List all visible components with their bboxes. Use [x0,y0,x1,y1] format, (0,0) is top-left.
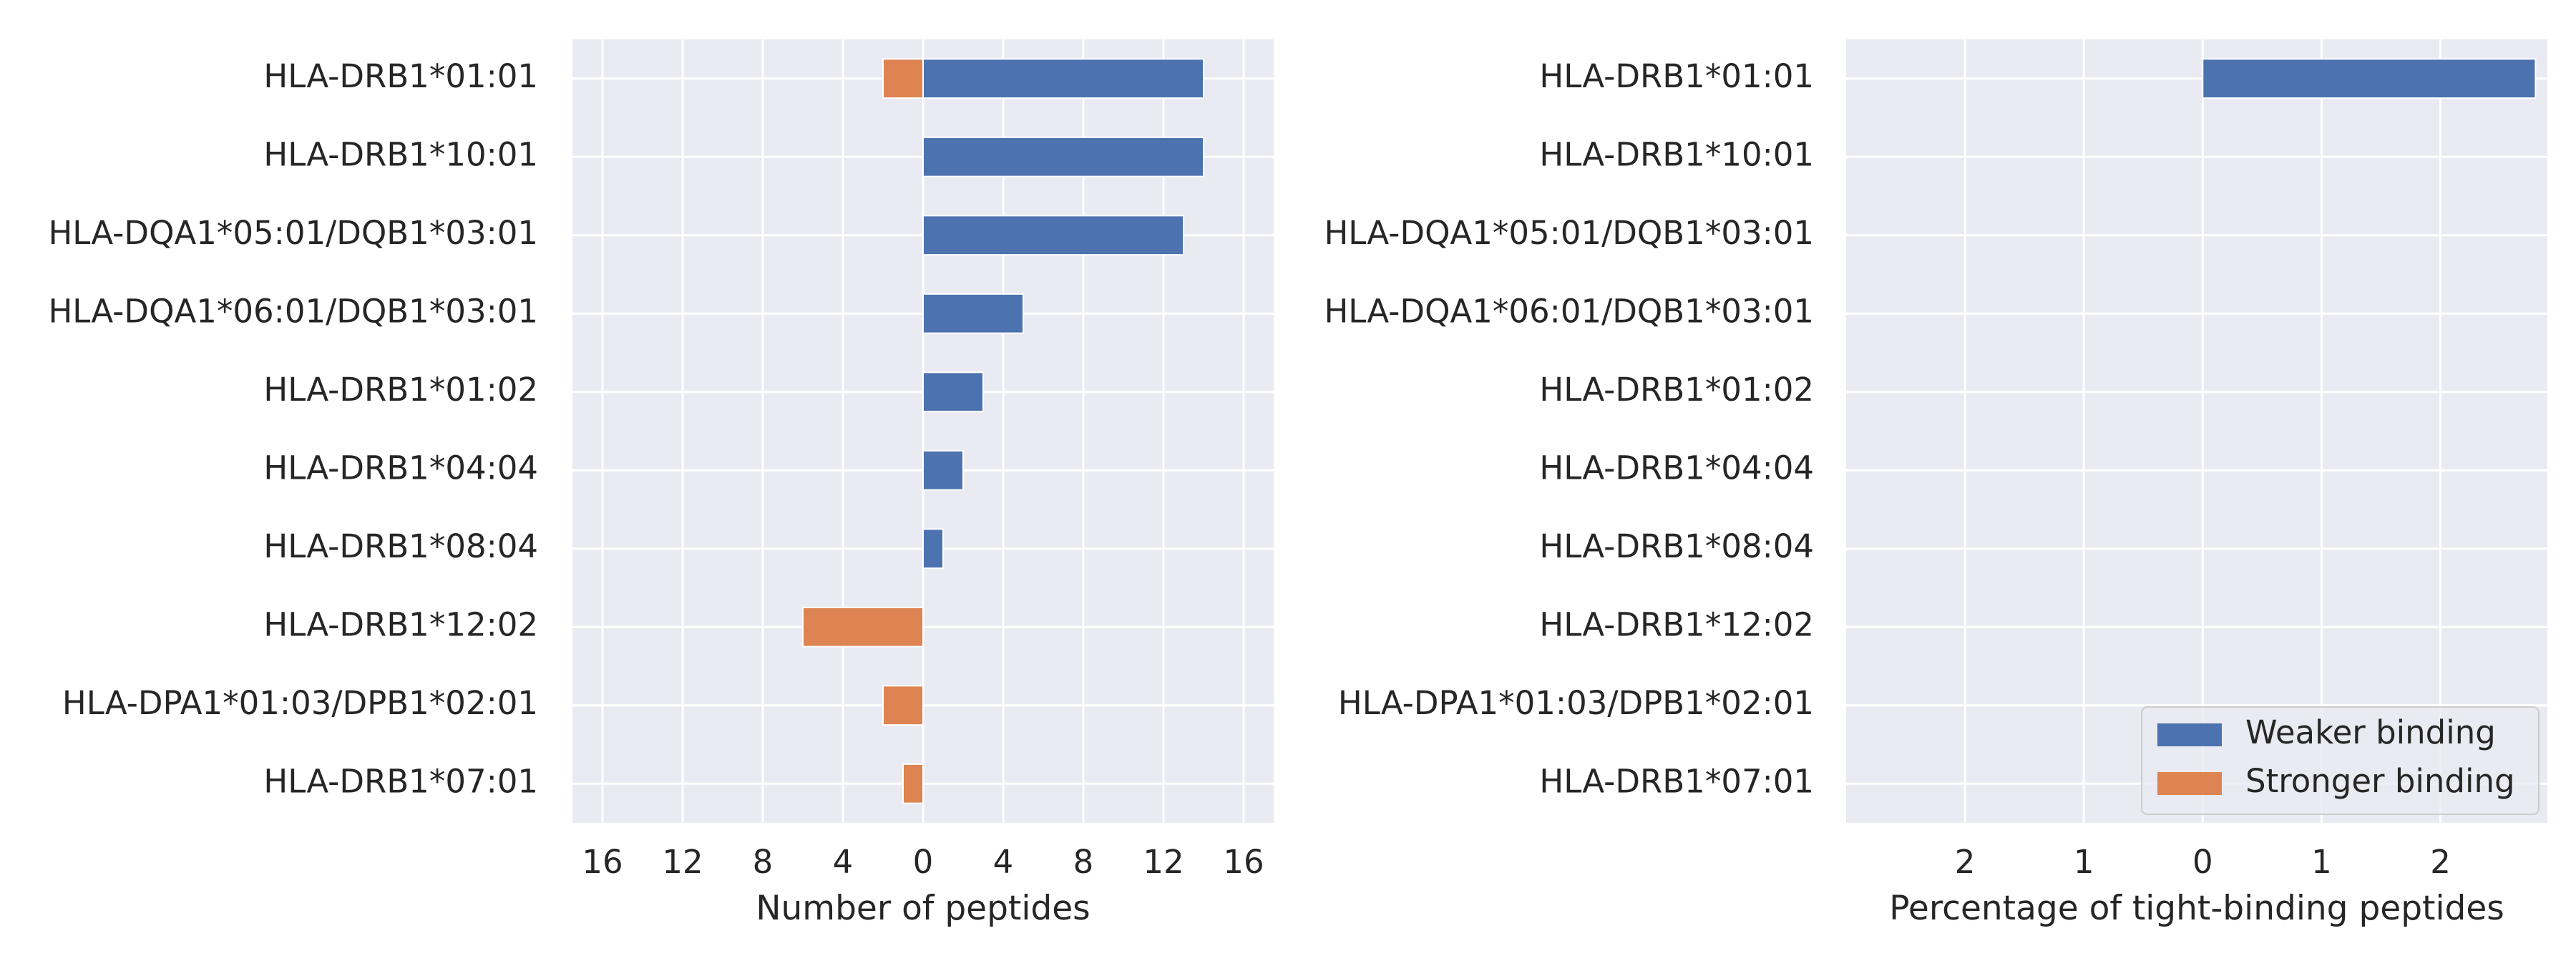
category-label: HLA-DQA1*05:01/DQB1*03:01 [1324,214,1814,252]
percentage-tight-binding-chart: HLA-DRB1*01:01 HLA-DRB1*10:01 HLA-DQA1*05:… [1324,39,2547,928]
category-label: HLA-DQA1*05:01/DQB1*03:01 [48,214,538,252]
category-label: HLA-DPA1*01:03/DPB1*02:01 [62,684,538,722]
bar-weaker-binding [922,58,1204,99]
x-tick-label: 16 [582,843,623,881]
category-label: HLA-DRB1*07:01 [263,762,538,800]
legend-label: Weaker binding [2245,713,2496,751]
number-of-peptides-chart: HLA-DRB1*01:01 HLA-DRB1*10:01 HLA-DQA1*05:… [48,39,1274,928]
legend-swatch [2157,772,2222,795]
x-tick-label: 8 [753,843,774,881]
bar-weaker-binding [922,215,1184,256]
category-label: HLA-DRB1*12:02 [1539,605,1814,643]
category-label: HLA-DRB1*12:02 [263,605,538,643]
bar-weaker-binding [922,528,944,570]
bar-stronger-binding [882,58,924,99]
x-tick-label: 8 [1073,843,1094,881]
x-axis-title: Number of peptides [756,889,1090,928]
category-label: HLA-DRB1*01:02 [1539,371,1814,409]
x-tick-label: 4 [833,843,854,881]
x-tick-label: 0 [2192,843,2213,881]
x-tick-label: 1 [2074,843,2094,881]
x-tick-label: 1 [2311,843,2332,881]
category-label: HLA-DRB1*04:04 [263,449,538,487]
legend-swatch [2157,723,2222,746]
x-tick-label: 12 [1143,843,1184,881]
category-label: HLA-DRB1*01:02 [263,371,538,409]
bar-stronger-binding [902,763,924,804]
x-tick-label: 16 [1223,843,1264,881]
category-label: HLA-DPA1*01:03/DPB1*02:01 [1338,684,1814,722]
plot-area [1846,39,2547,823]
x-tick-label: 2 [2430,843,2451,881]
legend-label: Stronger binding [2245,762,2515,800]
category-label: HLA-DQA1*06:01/DQB1*03:01 [1324,292,1814,330]
category-label: HLA-DRB1*08:04 [263,527,538,565]
bar-stronger-binding [802,606,924,648]
bar-weaker-binding [922,449,964,491]
legend: Weaker binding Stronger binding [2141,706,2540,815]
x-tick-label: 12 [662,843,703,881]
bar-weaker-binding [2202,58,2537,99]
bar-weaker-binding [922,136,1204,177]
category-label: HLA-DRB1*01:01 [263,57,538,95]
bar-weaker-binding [922,371,984,413]
category-label: HLA-DRB1*04:04 [1539,449,1814,487]
x-tick-label: 0 [913,843,934,881]
legend-frame [2141,706,2540,815]
category-label: HLA-DRB1*10:01 [263,135,538,173]
category-label: HLA-DRB1*10:01 [1539,135,1814,173]
category-label: HLA-DRB1*07:01 [1539,762,1814,800]
x-tick-label: 4 [993,843,1014,881]
category-label: HLA-DQA1*06:01/DQB1*03:01 [48,292,538,330]
category-label: HLA-DRB1*01:01 [1539,57,1814,95]
category-label: HLA-DRB1*08:04 [1539,527,1814,565]
x-axis-title: Percentage of tight-binding peptides [1889,889,2504,928]
bar-weaker-binding [922,293,1024,334]
bar-stronger-binding [882,685,924,726]
x-tick-label: 2 [1955,843,1976,881]
